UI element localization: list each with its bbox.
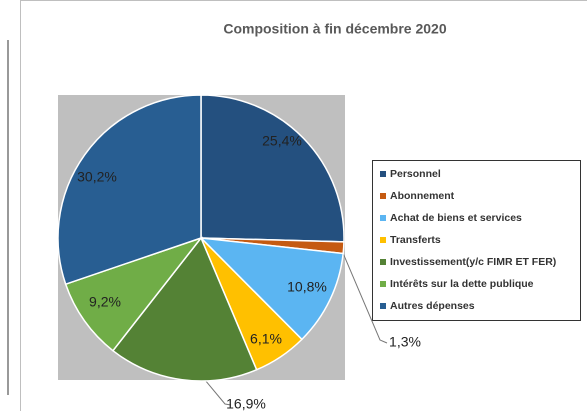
data-label: 25,4% — [262, 133, 302, 149]
data-label: 9,2% — [89, 294, 121, 310]
data-label: 1,3% — [389, 334, 421, 350]
legend-label: Abonnement — [390, 190, 455, 202]
legend-swatch — [380, 215, 386, 221]
data-label: 30,2% — [77, 169, 117, 185]
legend-label: Investissement(y/c FIMR ET FER) — [390, 256, 556, 268]
legend-swatch — [380, 303, 386, 309]
legend-label: Achat de biens et services — [390, 212, 522, 224]
legend-label: Intérêts sur la dette publique — [390, 278, 534, 290]
legend-swatch — [380, 193, 386, 199]
data-label: 10,8% — [287, 279, 327, 295]
legend-swatch — [380, 171, 386, 177]
legend-swatch — [380, 281, 386, 287]
legend-swatch — [380, 237, 386, 243]
data-label: 16,9% — [226, 396, 266, 411]
data-label: 6,1% — [250, 331, 282, 347]
legend-swatch — [380, 259, 386, 265]
chart-title: Composition à fin décembre 2020 — [223, 21, 446, 37]
legend-label: Personnel — [390, 168, 441, 180]
legend-label: Autres dépenses — [390, 300, 475, 312]
legend-label: Transferts — [390, 234, 441, 246]
